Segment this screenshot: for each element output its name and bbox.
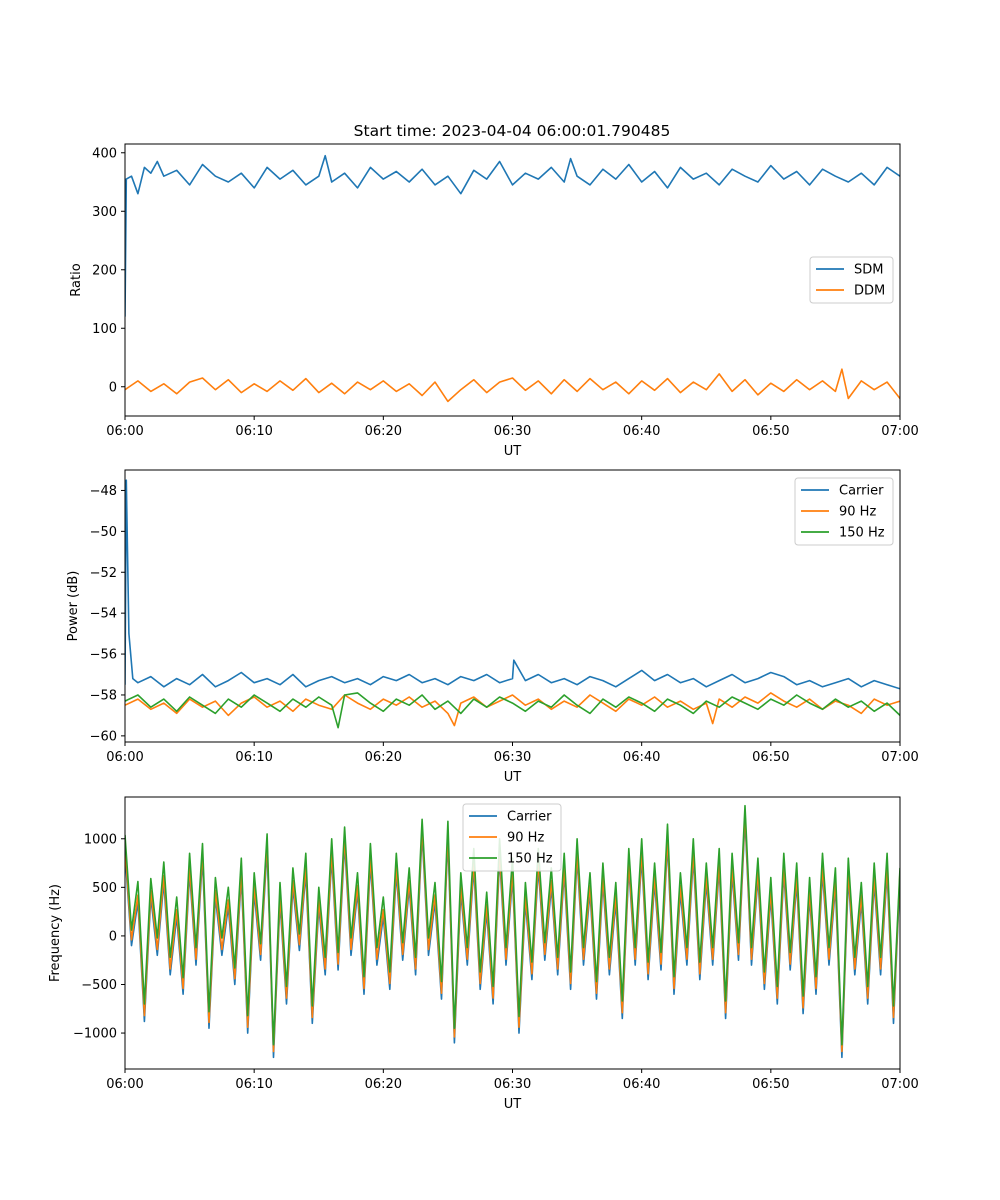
y-tick-label: 0 [109,929,117,944]
y-tick-label: −48 [90,484,117,499]
x-tick-label: 06:00 [106,424,143,439]
legend-label-sdm: SDM [854,263,883,278]
legend-box [462,803,562,872]
y-tick-label: −500 [81,978,117,993]
y-tick-label: 0 [109,380,117,395]
legend-label-150-hz: 150 Hz [507,852,553,867]
x-tick-label: 06:40 [623,750,660,765]
series-line-sdm [125,154,900,317]
y-tick-label: −52 [90,566,117,581]
y-tick-label: −56 [90,648,117,663]
x-tick-label: 06:00 [106,750,143,765]
series-line-carrier [125,479,900,690]
x-tick-label: 06:50 [752,750,789,765]
x-tick-label: 06:00 [106,1077,143,1092]
x-tick-label: 06:30 [494,750,531,765]
y-tick-label: −1000 [73,1027,117,1042]
x-tick-label: 07:00 [881,424,918,439]
x-axis-label: UT [504,444,522,459]
legend-label-carrier: Carrier [507,810,552,825]
y-axis-label: Frequency (Hz) [48,884,63,982]
x-tick-label: 06:10 [235,1077,272,1092]
x-tick-label: 06:20 [365,750,402,765]
series-line-150-hz [125,692,900,729]
series-group [125,154,900,403]
x-tick-label: 06:50 [752,1077,789,1092]
x-tick-label: 06:20 [365,1077,402,1092]
series-group [125,479,900,729]
x-tick-label: 06:10 [235,424,272,439]
legend-box [794,477,894,546]
y-tick-label: 200 [92,263,117,278]
legend: Carrier 90 Hz 150 Hz [794,477,894,546]
frequency-panel: 06:00 06:10 06:20 06:30 06:40 06:50 07:00 1000 5… [48,796,919,1112]
legend-label-90-hz: 90 Hz [507,831,544,846]
y-tick-label: 500 [92,881,117,896]
legend-label-ddm: DDM [854,284,885,299]
y-tick-label: 1000 [84,832,117,847]
x-tick-label: 06:10 [235,750,272,765]
ratio-panel: 06:00 06:10 06:20 06:30 06:40 06:50 07:00 0 100 2… [69,143,919,459]
x-tick-label: 06:40 [623,424,660,439]
legend: SDM DDM [809,256,894,304]
x-tick-label: 07:00 [881,1077,918,1092]
legend-label-150-hz: 150 Hz [839,526,885,541]
series-line-ddm [125,368,900,403]
y-axis-label: Power (dB) [66,571,81,642]
y-tick-label: −54 [90,607,117,622]
y-tick-label: −60 [90,729,117,744]
x-tick-label: 06:40 [623,1077,660,1092]
y-tick-label: −50 [90,525,117,540]
y-axis-label: Ratio [69,263,84,296]
power-panel: 06:00 06:10 06:20 06:30 06:40 06:50 07:00 −48 −5… [66,469,919,785]
y-tick-label: −58 [90,688,117,703]
x-axis-label: UT [504,770,522,785]
y-tick-label: 300 [92,205,117,220]
legend-label-90-hz: 90 Hz [839,505,876,520]
x-tick-label: 06:20 [365,424,402,439]
y-tick-label: 100 [92,322,117,337]
x-tick-label: 06:30 [494,424,531,439]
x-tick-label: 07:00 [881,750,918,765]
x-axis-label: UT [504,1097,522,1112]
figure-title: Start time: 2023-04-04 06:00:01.790485 [354,122,671,140]
series-line-90-hz [125,692,900,727]
legend-label-carrier: Carrier [839,484,884,499]
legend: Carrier 90 Hz 150 Hz [462,803,562,872]
x-tick-label: 06:30 [494,1077,531,1092]
y-tick-label: 400 [92,146,117,161]
x-tick-label: 06:50 [752,424,789,439]
